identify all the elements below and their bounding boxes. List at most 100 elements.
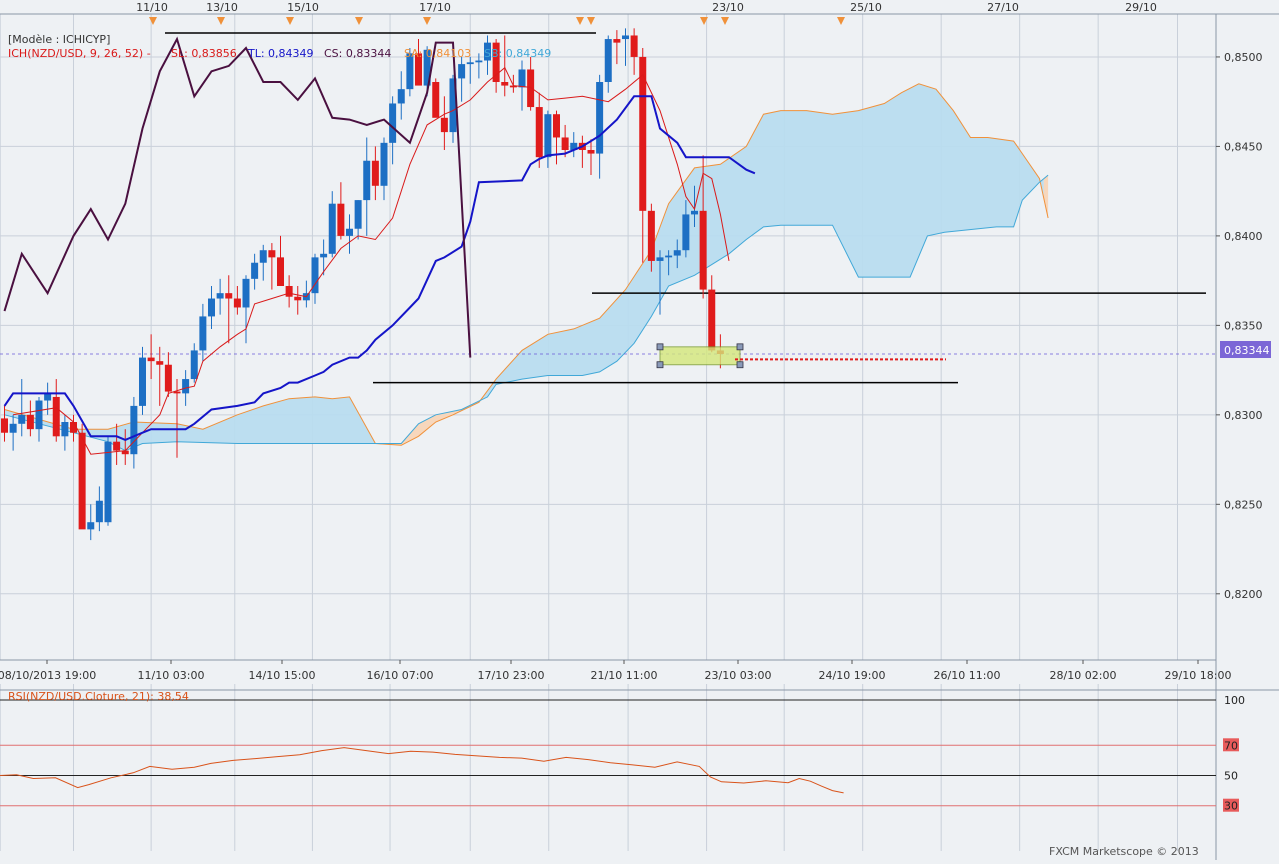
annotations <box>656 343 946 369</box>
candle-76 <box>656 250 664 315</box>
candle-0 <box>1 405 8 442</box>
candle-body-5 <box>44 393 52 401</box>
sl-label: SL: 0,83856 <box>171 47 237 60</box>
candle-body-8 <box>70 422 77 433</box>
candle-61 <box>527 56 535 111</box>
candle-44 <box>380 137 388 201</box>
candle-body-61 <box>527 69 535 108</box>
current-price-badge <box>1220 341 1271 358</box>
candle-body-12 <box>104 441 112 523</box>
candle-body-71 <box>613 39 621 43</box>
candle-81 <box>699 155 707 299</box>
candle-75 <box>647 203 655 272</box>
candle-body-70 <box>604 39 612 82</box>
candle-1 <box>9 414 17 451</box>
candle-6 <box>52 379 60 442</box>
candle-2 <box>18 379 26 437</box>
rsi-level-label-0: 100 <box>1224 694 1245 707</box>
candle-body-9 <box>78 432 86 530</box>
candle-body-51 <box>440 117 448 133</box>
event-marker-1 <box>217 17 225 25</box>
candle-72 <box>622 28 629 66</box>
candle-74 <box>639 48 647 263</box>
senkou-span-b <box>4 174 1049 452</box>
candle-20 <box>173 379 181 458</box>
y-tick-label-3: 0,8350 <box>1224 319 1263 332</box>
candle-34 <box>294 286 302 315</box>
candle-66 <box>570 132 578 158</box>
candle-body-55 <box>475 60 483 63</box>
candle-body-73 <box>630 35 638 57</box>
candle-13 <box>113 423 121 465</box>
y-tick-label-5: 0,8250 <box>1224 498 1263 511</box>
candle-52 <box>449 74 457 143</box>
candle-body-77 <box>665 255 673 258</box>
candle-29 <box>251 253 259 290</box>
top-date-label-3: 17/10 <box>419 1 451 14</box>
candle-24 <box>208 286 215 329</box>
candle-body-18 <box>156 361 164 365</box>
sb-label: SB: 0,84349 <box>484 47 551 60</box>
top-date-label-5: 25/10 <box>850 1 882 14</box>
rsi-label: RSI(NZD/USD.Cloture, 21): 38,54 <box>8 690 189 703</box>
candle-body-27 <box>233 298 241 308</box>
candle-body-80 <box>691 210 698 215</box>
candle-body-4 <box>35 400 43 430</box>
candle-body-19 <box>164 364 172 392</box>
event-marker-4 <box>423 17 431 25</box>
candle-body-39 <box>337 203 345 236</box>
candle-7 <box>61 414 69 451</box>
candle-body-40 <box>346 228 353 236</box>
candle-body-33 <box>285 286 293 297</box>
candle-body-28 <box>242 278 250 308</box>
candlesticks <box>1 28 724 541</box>
candle-58 <box>501 35 509 97</box>
candle-15 <box>130 396 138 469</box>
ichimoku-label: ICH(NZD/USD, 9, 26, 52) - <box>8 47 151 60</box>
x-tick-label-1: 11/10 03:00 <box>138 669 205 682</box>
candle-3 <box>26 400 34 437</box>
x-tick-label-10: 29/10 18:00 <box>1165 669 1232 682</box>
candle-17 <box>147 334 155 380</box>
candle-79 <box>682 200 690 258</box>
candle-69 <box>596 74 604 179</box>
candle-body-14 <box>121 450 129 455</box>
cloud-segment-2 <box>483 83 1044 400</box>
event-marker-3 <box>355 17 363 25</box>
candle-body-6 <box>52 396 60 437</box>
candle-body-25 <box>216 293 224 299</box>
candle-body-7 <box>61 422 69 437</box>
top-date-label-2: 15/10 <box>287 1 319 14</box>
candle-body-44 <box>380 142 388 186</box>
candle-26 <box>225 275 233 344</box>
x-tick-label-5: 21/10 11:00 <box>591 669 658 682</box>
chikou-span <box>3 36 472 358</box>
candle-body-54 <box>466 62 474 65</box>
current-price-text: 0,83344 <box>1224 344 1270 357</box>
y-tick-label-2: 0,8400 <box>1224 230 1263 243</box>
candle-37 <box>320 239 328 276</box>
top-date-label-4: 23/10 <box>712 1 744 14</box>
candle-53 <box>458 56 466 102</box>
candle-54 <box>466 56 474 84</box>
x-tick-label-9: 28/10 02:00 <box>1050 669 1117 682</box>
senkou-span-a <box>4 83 1049 446</box>
candle-body-69 <box>596 82 604 154</box>
candle-4 <box>35 396 43 442</box>
top-date-label-0: 11/10 <box>136 1 168 14</box>
candle-30 <box>259 244 267 281</box>
candle-16 <box>139 346 146 415</box>
cs-label: CS: 0,83344 <box>324 47 391 60</box>
rsi-level-label-1: 70 <box>1224 739 1238 752</box>
candle-70 <box>604 35 612 93</box>
candle-body-36 <box>311 257 319 294</box>
candle-body-37 <box>320 253 328 258</box>
event-marker-5 <box>576 17 584 25</box>
x-tick-label-7: 24/10 19:00 <box>819 669 886 682</box>
highlight-rectangle <box>659 346 741 366</box>
candle-25 <box>216 278 224 315</box>
candle-body-24 <box>208 298 215 317</box>
candle-body-3 <box>26 414 34 430</box>
x-tick-label-0: 08/10/2013 19:00 <box>0 669 96 682</box>
